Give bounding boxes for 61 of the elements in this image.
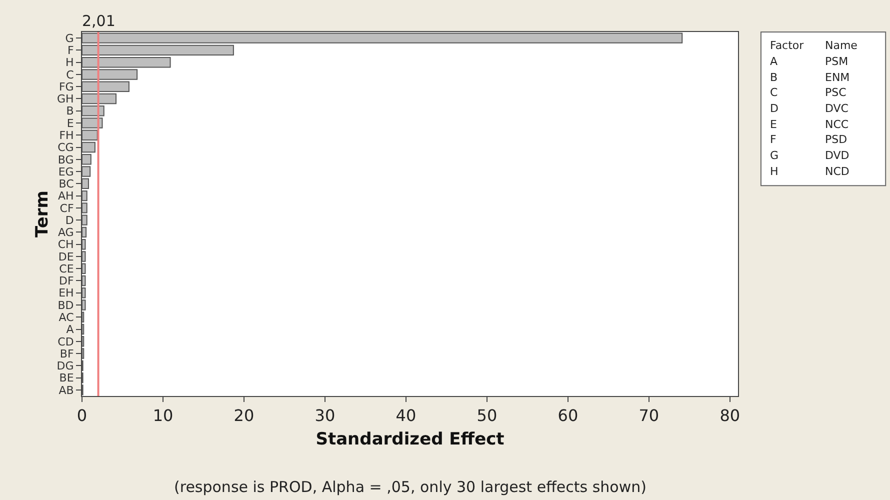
text: F: [770, 133, 776, 146]
x-tick-label: 0: [76, 406, 88, 426]
y-tick-label: BE: [59, 372, 74, 385]
text: C: [770, 86, 778, 99]
y-tick-label: F: [67, 44, 74, 58]
text: D: [770, 102, 778, 115]
y-tick-label: CF: [60, 202, 74, 215]
text: Factor: [770, 39, 804, 52]
y-tick-label: H: [66, 56, 74, 70]
text: A: [770, 55, 778, 68]
x-tick-label: 20: [234, 406, 254, 426]
y-tick-label: AC: [58, 310, 74, 324]
x-tick-label: 70: [638, 406, 660, 426]
y-tick-label: CH: [58, 238, 74, 252]
y-tick-label: DE: [58, 250, 74, 264]
x-tick-label: 10: [152, 406, 174, 426]
x-axis-title: Standardized Effect: [316, 430, 504, 450]
text: PSM: [825, 55, 848, 68]
y-tick-label: AB: [58, 384, 74, 397]
y-tick-label: FG: [58, 80, 74, 94]
y-tick-label: A: [66, 323, 74, 336]
text: Name: [825, 39, 858, 52]
text: PSD: [825, 133, 848, 146]
text: DVC: [825, 102, 849, 115]
x-tick-label: 60: [558, 406, 578, 426]
y-tick-label: FH: [59, 128, 74, 142]
y-tick-label: EH: [58, 286, 74, 300]
text: PSC: [825, 86, 847, 99]
y-tick-label: E: [66, 116, 74, 130]
y-axis-title: Term: [32, 190, 52, 238]
y-tick-label: EG: [58, 165, 74, 178]
y-tick-label: D: [65, 214, 74, 227]
x-tick-label: 40: [396, 406, 416, 426]
y-tick-label: BD: [58, 298, 74, 312]
x-tick-label: 80: [720, 406, 740, 426]
ref-line-label: 2,01: [82, 12, 116, 30]
text: E: [770, 118, 777, 131]
y-tick-label: GH: [57, 92, 74, 106]
x-tick-label: 50: [476, 406, 498, 426]
y-tick-label: AG: [58, 226, 74, 240]
y-tick-label: DG: [56, 360, 74, 373]
x-tick-label: 30: [314, 406, 336, 426]
y-tick-label: BG: [58, 153, 74, 166]
y-tick-label: CD: [58, 335, 74, 348]
y-tick-label: CG: [58, 141, 74, 154]
text: NCD: [825, 165, 850, 178]
text: (response is PROD, Alpha = ,05, only 30 largest effects shown): [174, 478, 646, 496]
y-tick-label: AH: [58, 190, 74, 203]
y-tick-label: CE: [59, 262, 74, 276]
text: H: [770, 165, 778, 178]
y-tick-label: DF: [58, 274, 74, 288]
text: NCC: [825, 118, 849, 131]
text: B: [770, 71, 778, 84]
y-tick-label: B: [66, 104, 74, 118]
text: ENM: [825, 71, 850, 84]
y-tick-label: BC: [58, 178, 74, 191]
text: DVD: [825, 149, 850, 162]
y-tick-label: BF: [60, 347, 74, 360]
y-tick-label: C: [66, 68, 74, 82]
y-tick-label: G: [65, 32, 74, 45]
text: G: [770, 149, 779, 162]
